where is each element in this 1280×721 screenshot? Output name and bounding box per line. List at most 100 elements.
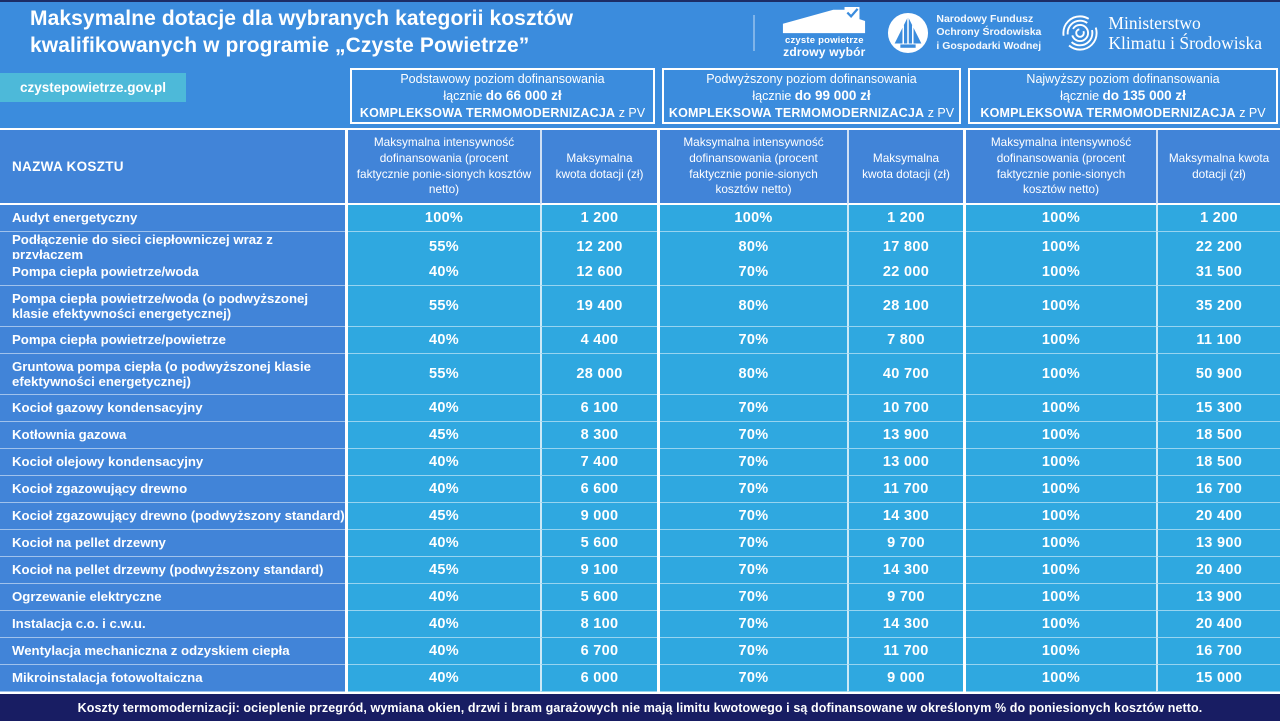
amount-cell-basic: 28 000 xyxy=(540,354,657,395)
amount-cell-basic: 6 000 xyxy=(540,665,657,692)
intensity-cell-increased: 70% xyxy=(660,449,847,476)
amount-cell-highest: 16 700 xyxy=(1156,476,1280,503)
amount-cell-basic: 5 600 xyxy=(540,584,657,611)
amount-cell-increased: 22 000 xyxy=(847,259,963,286)
cost-name-label: Pompa ciepła powietrze/woda (o podwyższo… xyxy=(12,290,309,321)
footer-note: Koszty termomodernizacji: ocieplenie prz… xyxy=(0,692,1280,721)
amount-cell-basic: 1 200 xyxy=(540,205,657,232)
amount-cell-highest: 16 700 xyxy=(1156,638,1280,665)
cost-name-label: Pompa ciepła powietrze/woda xyxy=(12,264,199,280)
funding-level-increased-title: Podwyższony poziom dofinansowania xyxy=(706,71,917,86)
intensity-cell-highest: 100% xyxy=(966,205,1156,232)
intensity-cell-basic: 55% xyxy=(348,286,540,327)
fingerprint-icon xyxy=(1062,15,1098,51)
amount-cell-highest: 13 900 xyxy=(1156,530,1280,557)
intensity-cell-highest: 100% xyxy=(966,584,1156,611)
amount-cell-increased: 14 300 xyxy=(847,557,963,584)
ministry-logo-text: Ministerstwo Klimatu i Środowiska xyxy=(1108,13,1262,53)
intensity-cell-highest: 100% xyxy=(966,232,1156,264)
cost-name-cell: Kocioł zgazowujący drewno xyxy=(0,476,345,503)
ministry-logo: Ministerstwo Klimatu i Środowiska xyxy=(1061,13,1262,53)
table-row: Pompa ciepła powietrze/powietrze 40% 4 4… xyxy=(0,327,1280,354)
cost-name-cell: Audyt energetyczny xyxy=(0,205,345,232)
intensity-cell-highest: 100% xyxy=(966,259,1156,286)
table-row: Kocioł na pellet drzewny 40% 5 600 70% 9… xyxy=(0,530,1280,557)
amount-cell-basic: 12 200 xyxy=(540,232,657,264)
funding-level-increased-total: łącznie do 99 000 zł xyxy=(752,88,871,104)
amount-header-increased: Maksymalna kwota dotacji (zł) xyxy=(847,130,963,205)
amount-cell-increased: 7 800 xyxy=(847,327,963,354)
cost-name-label: Ogrzewanie elektryczne xyxy=(12,589,162,605)
amount-cell-increased: 13 000 xyxy=(847,449,963,476)
cost-name-label: Kocioł na pellet drzewny (podwyższony st… xyxy=(12,562,324,578)
gov-site-link[interactable]: czystepowietrze.gov.pl xyxy=(0,73,186,102)
intensity-cell-basic: 45% xyxy=(348,503,540,530)
cost-name-label: Wentylacja mechaniczna z odzyskiem ciepł… xyxy=(12,643,290,659)
intensity-cell-basic: 40% xyxy=(348,584,540,611)
amount-header-highest: Maksymalna kwota dotacji (zł) xyxy=(1156,130,1280,205)
intensity-cell-highest: 100% xyxy=(966,638,1156,665)
cost-name-cell: Pompa ciepła powietrze/woda xyxy=(0,259,345,286)
table-row: Audyt energetyczny 100% 1 200 100% 1 200… xyxy=(0,205,1280,232)
table-row: Mikroinstalacja fotowoltaiczna 40% 6 000… xyxy=(0,665,1280,692)
nfosigw-line2: Ochrony Środowiska xyxy=(936,26,1042,39)
page-title: Maksymalne dotacje dla wybranych kategor… xyxy=(0,6,573,59)
cost-name-label: Kocioł na pellet drzewny xyxy=(12,535,166,551)
cost-name-cell: Kocioł gazowy kondensacyjny xyxy=(0,395,345,422)
amount-cell-increased: 10 700 xyxy=(847,395,963,422)
intensity-cell-basic: 40% xyxy=(348,665,540,692)
intensity-cell-highest: 100% xyxy=(966,665,1156,692)
amount-cell-highest: 20 400 xyxy=(1156,557,1280,584)
intensity-header-increased: Maksymalna intensywność dofinansowania (… xyxy=(660,130,847,205)
amount-cell-increased: 17 800 xyxy=(847,232,963,264)
tree-icon xyxy=(888,12,929,54)
funding-level-highest-title: Najwyższy poziom dofinansowania xyxy=(1026,71,1220,86)
cost-name-cell: Instalacja c.o. i c.w.u. xyxy=(0,611,345,638)
amount-cell-basic: 8 300 xyxy=(540,422,657,449)
intensity-cell-increased: 100% xyxy=(660,205,847,232)
funding-level-basic-scope: KOMPLEKSOWA TERMOMODERNIZACJA z PV xyxy=(359,105,646,120)
amount-cell-basic: 6 100 xyxy=(540,395,657,422)
amount-cell-increased: 9 700 xyxy=(847,530,963,557)
cost-name-label: Podłączenie do sieci ciepłowniczej wraz … xyxy=(12,232,273,263)
intensity-cell-basic: 40% xyxy=(348,638,540,665)
funding-level-basic-total: łącznie do 66 000 zł xyxy=(443,88,562,104)
intensity-cell-basic: 55% xyxy=(348,354,540,395)
funding-level-highest: Najwyższy poziom dofinansowania łącznie … xyxy=(968,68,1278,124)
intensity-cell-increased: 70% xyxy=(660,530,847,557)
intensity-cell-increased: 70% xyxy=(660,259,847,286)
house-icon xyxy=(783,7,866,34)
funding-level-increased: Podwyższony poziom dofinansowania łączni… xyxy=(662,68,961,124)
cost-name-cell: Kotłownia gazowa xyxy=(0,422,345,449)
cp-logo-line2: zdrowy wybór xyxy=(783,45,866,60)
checkmark-icon xyxy=(846,8,859,19)
table-row: Kocioł olejowy kondensacyjny 40% 7 400 7… xyxy=(0,449,1280,476)
intensity-cell-highest: 100% xyxy=(966,327,1156,354)
funding-level-increased-scope: KOMPLEKSOWA TERMOMODERNIZACJA z PV xyxy=(668,105,955,120)
intensity-cell-increased: 80% xyxy=(660,232,847,264)
nfosigw-logo-text: Narodowy Fundusz Ochrony Środowiska i Go… xyxy=(936,13,1041,54)
funding-level-basic: Podstawowy poziom dofinansowania łącznie… xyxy=(350,68,655,124)
intensity-cell-increased: 70% xyxy=(660,422,847,449)
amount-cell-increased: 14 300 xyxy=(847,611,963,638)
funding-levels-band: czystepowietrze.gov.pl Podstawowy poziom… xyxy=(0,64,1280,130)
cost-name-label: Mikroinstalacja fotowoltaiczna xyxy=(12,670,203,686)
amount-cell-basic: 12 600 xyxy=(540,259,657,286)
intensity-cell-basic: 40% xyxy=(348,530,540,557)
amount-cell-basic: 9 100 xyxy=(540,557,657,584)
intensity-cell-basic: 40% xyxy=(348,611,540,638)
intensity-header-basic: Maksymalna intensywność dofinansowania (… xyxy=(348,130,540,205)
amount-cell-basic: 6 700 xyxy=(540,638,657,665)
intensity-cell-basic: 40% xyxy=(348,259,540,286)
cost-name-cell: Ogrzewanie elektryczne xyxy=(0,584,345,611)
table-row: Kotłownia gazowa 45% 8 300 70% 13 900 10… xyxy=(0,422,1280,449)
cost-name-label: Kocioł zgazowujący drewno (podwyższony s… xyxy=(12,508,345,524)
logo-group: czyste powietrze zdrowy wybór Narodowy F… xyxy=(781,2,1262,64)
cost-name-label: Audyt energetyczny xyxy=(12,210,138,226)
page-title-line2: kwalifikowanych w programie „Czyste Powi… xyxy=(30,34,530,57)
table-row: Kocioł na pellet drzewny (podwyższony st… xyxy=(0,557,1280,584)
intensity-cell-basic: 40% xyxy=(348,327,540,354)
amount-cell-basic: 8 100 xyxy=(540,611,657,638)
funding-level-highest-total: łącznie do 135 000 zł xyxy=(1060,88,1186,104)
